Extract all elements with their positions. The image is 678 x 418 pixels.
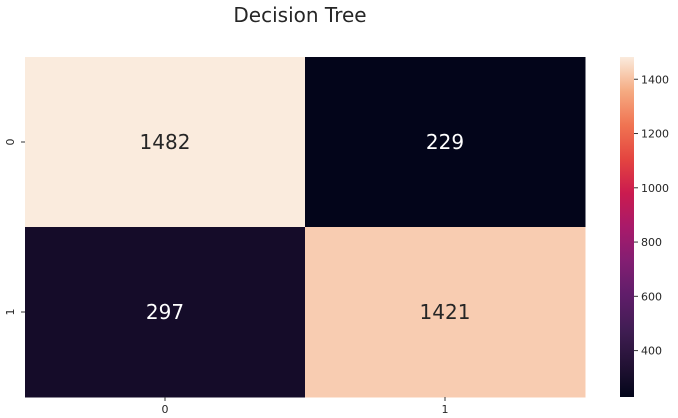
- x-tick-label: 1: [442, 403, 449, 416]
- heatmap-cells: [25, 57, 586, 398]
- cell-value-label: 297: [146, 300, 184, 324]
- y-tick-label: 0: [4, 139, 17, 146]
- heatmap-cell: [25, 227, 306, 398]
- colorbar-gradient: [620, 57, 634, 397]
- cell-value-label: 1482: [140, 130, 191, 154]
- colorbar-tick-label: 600: [641, 290, 662, 303]
- chart-title: Decision Tree: [233, 3, 366, 27]
- colorbar-tick-label: 800: [641, 236, 662, 249]
- colorbar: 400 600 800 1000 1200 1400: [620, 57, 669, 397]
- colorbar-tick-label: 400: [641, 345, 662, 358]
- axes: 0 1 0 1: [4, 139, 449, 417]
- cell-value-label: 229: [426, 130, 464, 154]
- x-tick-label: 0: [162, 403, 169, 416]
- heatmap-cell: [25, 57, 306, 228]
- heatmap-cell: [305, 227, 586, 398]
- colorbar-tick-label: 1400: [641, 73, 669, 86]
- cell-labels: 1482 229 297 1421: [140, 130, 471, 324]
- y-tick-label: 1: [4, 309, 17, 316]
- cell-value-label: 1421: [420, 300, 471, 324]
- colorbar-tick-label: 1200: [641, 128, 669, 141]
- heatmap-cell: [305, 57, 586, 228]
- colorbar-tick-label: 1000: [641, 182, 669, 195]
